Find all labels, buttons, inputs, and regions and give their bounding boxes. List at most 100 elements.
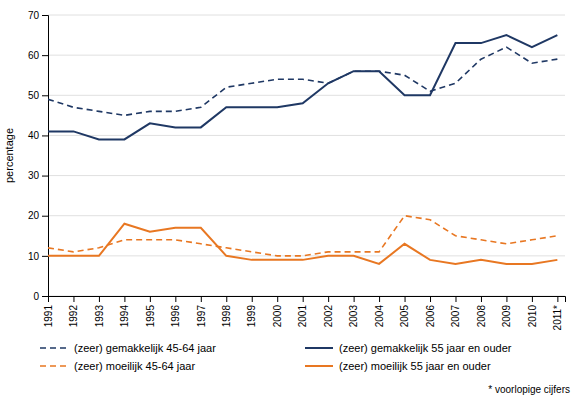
series-line — [48, 216, 557, 256]
tick-label: 1998 — [221, 305, 232, 328]
tick-mark — [328, 296, 329, 302]
tick: 1991 — [43, 296, 54, 327]
tick-label: 2003 — [348, 305, 359, 328]
legend-label: (zeer) moeilijk 45-64 jaar — [74, 360, 195, 372]
tick-mark — [73, 296, 74, 302]
series-line — [48, 35, 557, 139]
tick: 2003 — [348, 296, 359, 327]
series-line — [48, 224, 557, 264]
lines — [48, 35, 557, 264]
footnote: * voorlopige cijfers — [488, 384, 570, 395]
grid-line — [48, 215, 565, 216]
tick: 10 — [28, 251, 48, 262]
grid — [48, 15, 565, 296]
grid-line — [48, 95, 565, 96]
tick-label: 10 — [28, 251, 40, 262]
grid-line — [48, 15, 565, 16]
legend-swatch — [40, 365, 68, 367]
tick: 30 — [28, 170, 48, 181]
axis-line — [49, 297, 566, 303]
tick: 2008 — [476, 296, 487, 327]
tick-mark — [42, 176, 48, 177]
tick: 1994 — [119, 296, 130, 327]
tick-label: 20 — [28, 210, 40, 221]
legend-swatch — [305, 365, 333, 367]
tick-mark — [354, 296, 355, 302]
tick-label: 2007 — [450, 305, 461, 328]
tick-mark — [175, 296, 176, 302]
tick-label: 2011* — [552, 305, 563, 331]
tick-mark — [430, 296, 431, 302]
tick-mark — [201, 296, 202, 302]
tick: 50 — [28, 90, 48, 101]
tick: 2007 — [450, 296, 461, 327]
tick-label: 1995 — [145, 305, 156, 328]
tick-label: 1997 — [196, 305, 207, 328]
tick: 2005 — [399, 296, 410, 327]
tick: 60 — [28, 50, 48, 61]
tick-mark — [405, 296, 406, 302]
legend-label: (zeer) gemakkelijk 55 jaar en ouder — [339, 342, 512, 354]
tick-mark — [99, 296, 100, 302]
legend-swatch — [305, 347, 333, 349]
tick-label: 2001 — [297, 305, 308, 328]
tick: 2009 — [501, 296, 512, 327]
grid-line — [48, 135, 565, 136]
tick-mark — [42, 135, 48, 136]
tick-mark — [124, 296, 125, 302]
axis-line — [42, 16, 49, 297]
tick: 1998 — [221, 296, 232, 327]
grid-line — [48, 55, 565, 56]
tick-mark — [42, 55, 48, 56]
tick-mark — [42, 296, 48, 297]
tick-mark — [42, 256, 48, 257]
x-axis: 1991199219931994199519961997199819992000… — [43, 296, 566, 330]
tick-label: 1993 — [94, 305, 105, 328]
y-axis: 0 10 20 30 40 50 60 70 — [28, 10, 49, 302]
tick-mark — [532, 296, 533, 302]
tick: 1999 — [246, 296, 257, 327]
tick-mark — [42, 15, 48, 16]
legend-label: (zeer) moeilijk 55 jaar en ouder — [339, 360, 491, 372]
tick-label: 2010 — [527, 305, 538, 328]
tick: 1996 — [170, 296, 181, 327]
tick-label: 30 — [28, 170, 40, 181]
tick-label: 40 — [28, 130, 40, 141]
tick-mark — [277, 296, 278, 302]
tick-label: 1994 — [119, 305, 130, 328]
tick-mark — [48, 296, 49, 302]
tick-mark — [226, 296, 227, 302]
plot: 0 10 20 30 40 50 60 70 1991 1992 1993 1994 1995 1996 1… — [28, 10, 566, 331]
tick: 20 — [28, 210, 48, 221]
tick-mark — [303, 296, 304, 302]
chart: 0 10 20 30 40 50 60 70 1991 1992 1993 1994 1995 1996 1… — [0, 0, 580, 401]
tick: 70 — [28, 10, 48, 21]
tick: 2011* — [552, 296, 563, 330]
series-line — [48, 47, 557, 115]
tick: 2002 — [323, 296, 334, 327]
grid-line — [48, 175, 565, 176]
tick-label: 2008 — [476, 305, 487, 328]
tick: 1997 — [196, 296, 207, 327]
tick: 0 — [33, 291, 48, 302]
tick-label: 2006 — [425, 305, 436, 328]
tick-mark — [379, 296, 380, 302]
tick-label: 2004 — [374, 305, 385, 328]
tick-mark — [252, 296, 253, 302]
tick-label: 0 — [33, 291, 39, 302]
tick: 2006 — [425, 296, 436, 327]
legend-swatch — [40, 347, 68, 349]
tick-mark — [481, 296, 482, 302]
tick-label: 1991 — [43, 305, 54, 328]
tick-mark — [557, 296, 558, 302]
tick-label: 2005 — [399, 305, 410, 328]
tick-label: 1996 — [170, 305, 181, 328]
tick-label: 1992 — [68, 305, 79, 328]
tick-label: 1999 — [246, 305, 257, 328]
tick-label: 2009 — [501, 305, 512, 328]
legend-item: (zeer) gemakkelijk 55 jaar en ouder — [305, 342, 512, 354]
tick-mark — [42, 216, 48, 217]
tick: 2004 — [374, 296, 385, 327]
tick: 40 — [28, 130, 48, 141]
axis-title: percentage — [3, 128, 15, 183]
